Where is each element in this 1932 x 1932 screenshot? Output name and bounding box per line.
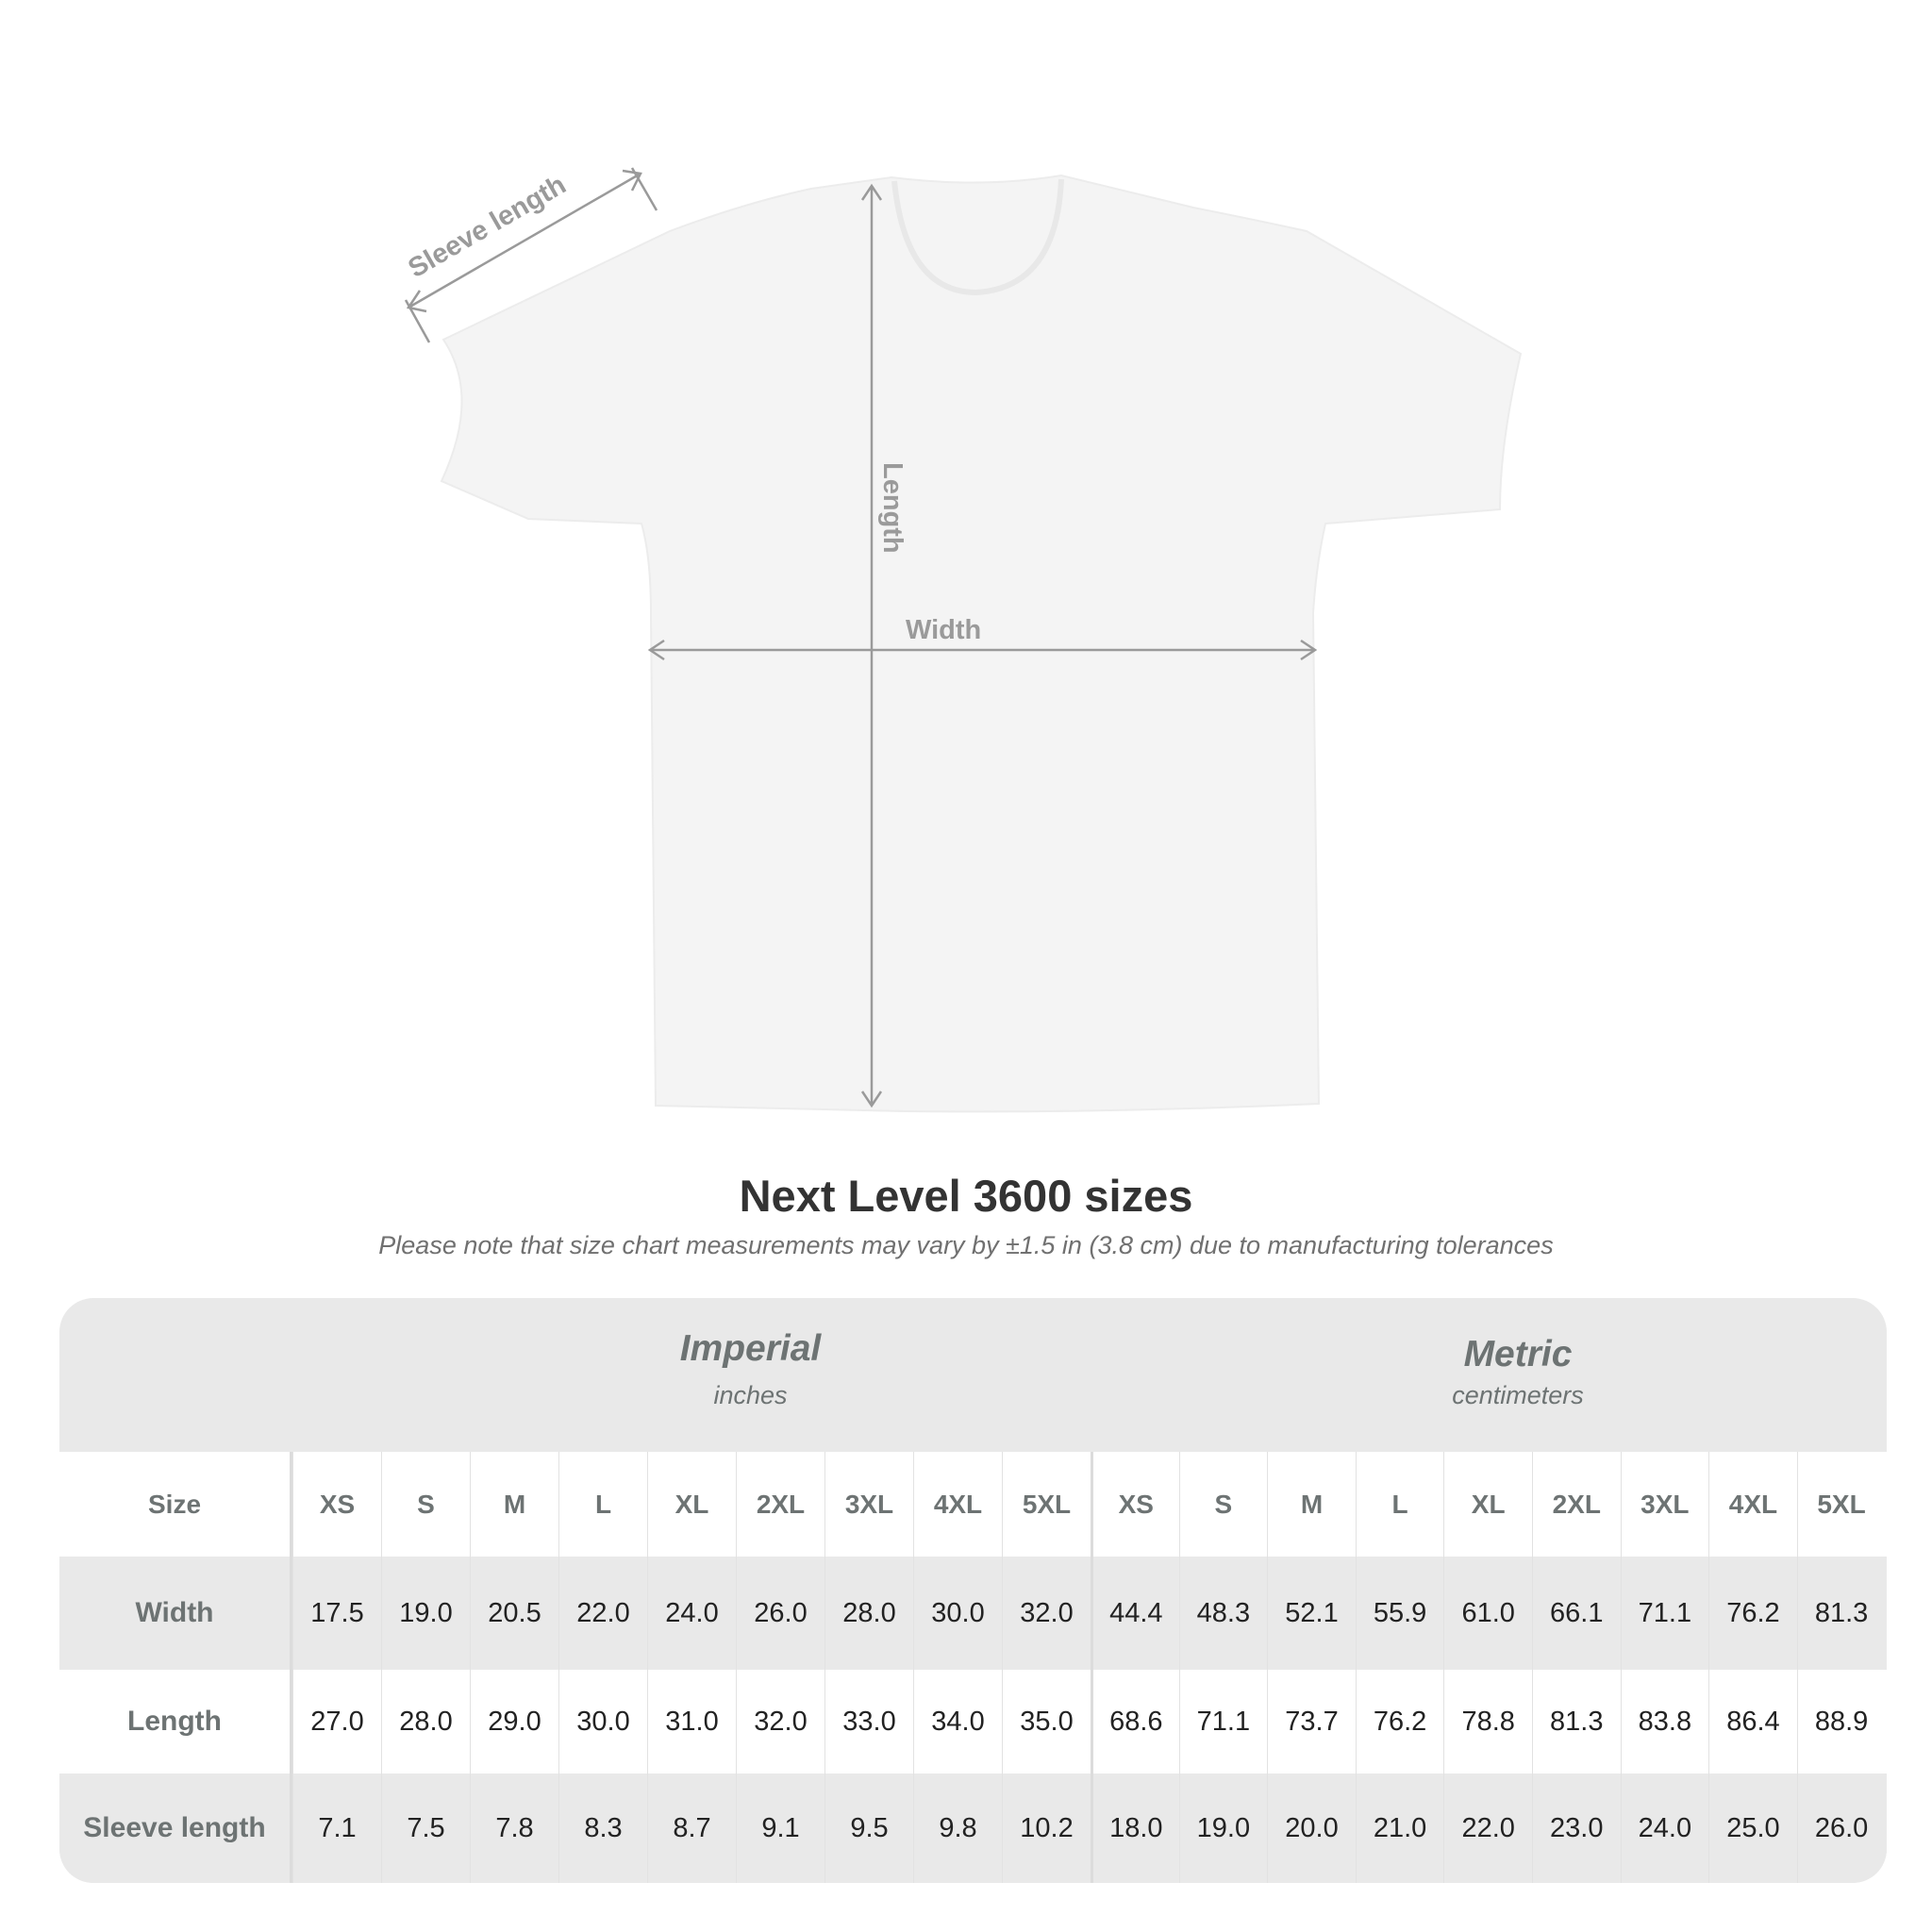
imperial-value: 9.1 bbox=[736, 1774, 824, 1883]
imperial-value: 17.5 bbox=[292, 1557, 381, 1670]
size-chart-table: Imperial inches Metric centimeters Size X… bbox=[59, 1298, 1887, 1883]
metric-value: 88.9 bbox=[1796, 1670, 1886, 1774]
imperial-value: 27.0 bbox=[292, 1670, 381, 1774]
metric-value: 83.8 bbox=[1620, 1670, 1709, 1774]
size-header-imperial: XL bbox=[647, 1452, 736, 1557]
metric-value: 86.4 bbox=[1708, 1670, 1797, 1774]
size-header-metric: XS bbox=[1091, 1452, 1179, 1557]
size-header-imperial: M bbox=[470, 1452, 558, 1557]
imperial-value: 31.0 bbox=[647, 1670, 736, 1774]
table-row-length: Length 27.0 28.0 29.0 30.0 31.0 32.0 33.0 34.0 35… bbox=[59, 1670, 1887, 1774]
metric-value: 44.4 bbox=[1091, 1557, 1179, 1670]
metric-value: 71.1 bbox=[1620, 1557, 1709, 1670]
imperial-value: 19.0 bbox=[381, 1557, 470, 1670]
imperial-value: 35.0 bbox=[1002, 1670, 1091, 1774]
annotation-lines bbox=[404, 167, 1318, 1108]
metric-value: 26.0 bbox=[1796, 1774, 1886, 1883]
imperial-header: Imperial inches bbox=[352, 1298, 1149, 1482]
metric-value: 76.2 bbox=[1355, 1670, 1444, 1774]
imperial-value: 8.7 bbox=[647, 1774, 736, 1883]
metric-value: 66.1 bbox=[1531, 1557, 1621, 1670]
size-header-imperial: 3XL bbox=[824, 1452, 913, 1557]
metric-value: 76.2 bbox=[1708, 1557, 1797, 1670]
metric-value: 81.3 bbox=[1796, 1557, 1886, 1670]
length-label: Length bbox=[877, 462, 908, 554]
metric-value: 73.7 bbox=[1267, 1670, 1356, 1774]
metric-value: 19.0 bbox=[1178, 1774, 1268, 1883]
imperial-value: 30.0 bbox=[913, 1557, 1002, 1670]
size-header-metric: M bbox=[1267, 1452, 1356, 1557]
imperial-value: 32.0 bbox=[736, 1670, 824, 1774]
size-header-imperial: L bbox=[558, 1452, 647, 1557]
metric-value: 48.3 bbox=[1178, 1557, 1268, 1670]
imperial-value: 20.5 bbox=[470, 1557, 558, 1670]
size-header-metric: 3XL bbox=[1620, 1452, 1709, 1557]
table-row-width: Width 17.5 19.0 20.5 22.0 24.0 26.0 28.0 30.0 32.… bbox=[59, 1557, 1887, 1670]
collar bbox=[891, 178, 1064, 296]
imperial-value: 26.0 bbox=[736, 1557, 824, 1670]
size-header-metric: XL bbox=[1443, 1452, 1532, 1557]
size-header-imperial: 2XL bbox=[736, 1452, 824, 1557]
imperial-value: 10.2 bbox=[1002, 1774, 1091, 1883]
size-header-metric: 4XL bbox=[1708, 1452, 1797, 1557]
imperial-value: 22.0 bbox=[558, 1557, 647, 1670]
metric-value: 71.1 bbox=[1178, 1670, 1268, 1774]
imperial-value: 34.0 bbox=[913, 1670, 1002, 1774]
metric-unit: centimeters bbox=[1452, 1381, 1584, 1409]
size-header-row: Size XS S M L XL 2XL 3XL 4XL 5XL XS S M L XL 2XL 3XL 4XL 5… bbox=[59, 1452, 1887, 1557]
tshirt-shape bbox=[440, 174, 1523, 1113]
size-header-metric: 5XL bbox=[1796, 1452, 1886, 1557]
metric-value: 68.6 bbox=[1091, 1670, 1179, 1774]
imperial-value: 28.0 bbox=[381, 1670, 470, 1774]
imperial-value: 9.8 bbox=[913, 1774, 1002, 1883]
metric-value: 61.0 bbox=[1443, 1557, 1532, 1670]
imperial-value: 30.0 bbox=[558, 1670, 647, 1774]
metric-value: 81.3 bbox=[1531, 1670, 1621, 1774]
size-header-imperial: XS bbox=[292, 1452, 381, 1557]
table-row-sleeve-length: Sleeve length 7.1 7.5 7.8 8.3 8.7 9.1 9.5 9.8 10.… bbox=[59, 1774, 1887, 1883]
imperial-value: 28.0 bbox=[824, 1557, 913, 1670]
metric-value: 25.0 bbox=[1708, 1774, 1797, 1883]
width-label: Width bbox=[906, 615, 981, 645]
metric-value: 18.0 bbox=[1091, 1774, 1179, 1883]
metric-value: 21.0 bbox=[1355, 1774, 1444, 1883]
tshirt-diagram: Sleeve length Length Width bbox=[404, 167, 1523, 1113]
size-header-imperial: S bbox=[381, 1452, 470, 1557]
size-header-imperial: 5XL bbox=[1002, 1452, 1091, 1557]
imperial-value: 33.0 bbox=[824, 1670, 913, 1774]
size-header-metric: L bbox=[1355, 1452, 1444, 1557]
metric-value: 24.0 bbox=[1620, 1774, 1709, 1883]
metric-value: 52.1 bbox=[1267, 1557, 1356, 1670]
imperial-value: 7.8 bbox=[470, 1774, 558, 1883]
metric-value: 20.0 bbox=[1267, 1774, 1356, 1883]
size-header-imperial: 4XL bbox=[913, 1452, 1002, 1557]
imperial-value: 32.0 bbox=[1002, 1557, 1091, 1670]
imperial-value: 7.5 bbox=[381, 1774, 470, 1883]
imperial-value: 24.0 bbox=[647, 1557, 736, 1670]
imperial-value: 9.5 bbox=[824, 1774, 913, 1883]
row-label: Length bbox=[59, 1670, 292, 1774]
row-label: Sleeve length bbox=[59, 1774, 292, 1883]
imperial-title: Imperial bbox=[679, 1328, 822, 1369]
size-header-metric: 2XL bbox=[1531, 1452, 1621, 1557]
size-header-metric: S bbox=[1178, 1452, 1268, 1557]
page-title: Next Level 3600 sizes bbox=[739, 1171, 1193, 1221]
tolerance-note: Please note that size chart measurements… bbox=[378, 1231, 1554, 1259]
metric-value: 22.0 bbox=[1443, 1774, 1532, 1883]
metric-value: 55.9 bbox=[1355, 1557, 1444, 1670]
metric-value: 23.0 bbox=[1531, 1774, 1621, 1883]
row-label: Width bbox=[59, 1557, 292, 1670]
imperial-value: 8.3 bbox=[558, 1774, 647, 1883]
metric-header: Metric centimeters bbox=[1149, 1298, 1887, 1488]
imperial-unit: inches bbox=[713, 1381, 788, 1409]
imperial-value: 7.1 bbox=[292, 1774, 381, 1883]
imperial-value: 29.0 bbox=[470, 1670, 558, 1774]
metric-title: Metric bbox=[1463, 1334, 1573, 1374]
size-label: Size bbox=[59, 1452, 292, 1557]
metric-value: 78.8 bbox=[1443, 1670, 1532, 1774]
